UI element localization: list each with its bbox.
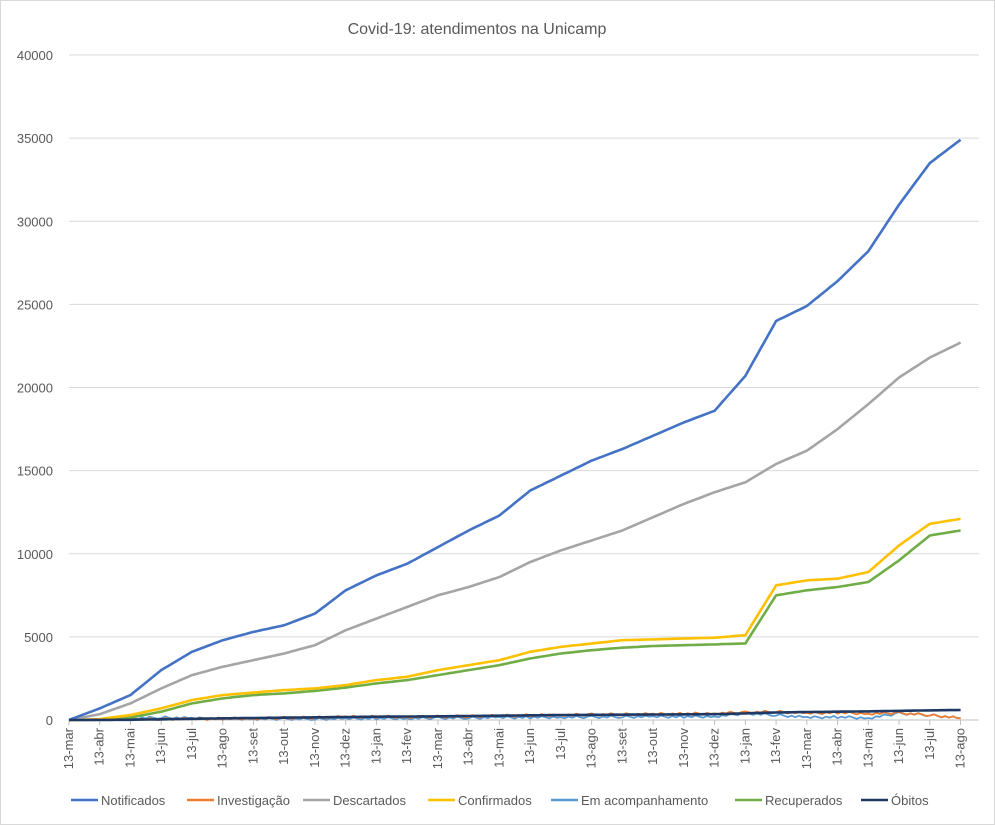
x-tick-label: 13-mai [122, 728, 137, 768]
x-tick-label: 13-mar [61, 727, 76, 769]
x-tick-label: 13-jul [553, 728, 568, 760]
x-tick-label: 13-set [245, 728, 260, 765]
legend-label: Notificados [101, 793, 166, 808]
legend-label: Investigação [217, 793, 290, 808]
y-tick-label: 35000 [17, 131, 53, 146]
x-tick-label: 13-fev [399, 728, 414, 765]
x-tick-label: 13-jan [737, 728, 752, 764]
x-tick-label: 13-abr [461, 727, 476, 765]
series-line-recuperados [69, 529, 961, 722]
x-tick-label: 13-jul [922, 728, 937, 760]
x-tick-label: 13-mar [799, 727, 814, 769]
x-tick-label: 13-abr [92, 727, 107, 765]
series-line--bitos [69, 708, 961, 722]
y-tick-label: 40000 [17, 48, 53, 63]
y-tick-label: 15000 [17, 464, 53, 479]
x-tick-label: 13-ago [584, 728, 599, 768]
y-tick-label: 0 [46, 713, 53, 728]
x-tick-label: 13-abr [830, 727, 845, 765]
x-tick-label: 13-jul [184, 728, 199, 760]
y-tick-label: 30000 [17, 214, 53, 229]
y-tick-label: 5000 [24, 630, 53, 645]
x-tick-label: 13-dez [707, 728, 722, 768]
legend-label: Confirmados [458, 793, 532, 808]
x-tick-label: 13-jun [153, 728, 168, 764]
x-tick-label: 13-mai [860, 728, 875, 768]
y-tick-label: 25000 [17, 297, 53, 312]
legend-label: Em acompanhamento [581, 793, 708, 808]
y-tick-label: 10000 [17, 547, 53, 562]
gridlines [69, 54, 979, 638]
y-axis-ticks: 0 5000 10000 15000 20000 25000 30000 35000 40000 [17, 48, 53, 728]
series-lines [68, 138, 962, 722]
x-tick-label: 13-nov [307, 728, 322, 768]
x-tick-label: 13-ago [215, 728, 230, 768]
x-tick-label: 13-out [276, 728, 291, 765]
legend-label: Descartados [333, 793, 406, 808]
series-line-notificados [68, 138, 962, 722]
x-tick-label: 13-out [645, 728, 660, 765]
series-line-descartados [68, 341, 962, 722]
chart-title: Covid-19: atendimentos na Unicamp [348, 21, 607, 38]
legend: Notificados Investigação Descartados Confir… [71, 793, 929, 808]
y-tick-label: 20000 [17, 381, 53, 396]
x-axis: 13-mar 13-abr 13-mai 13-jun 13-jul 13-ago 13-s… [61, 719, 979, 769]
x-tick-label: 13-jun [522, 728, 537, 764]
x-tick-label: 13-set [614, 728, 629, 765]
x-tick-label: 13-jun [891, 728, 906, 764]
x-tick-label: 13-ago [953, 728, 968, 768]
x-tick-label: 13-fev [768, 728, 783, 765]
x-tick-label: 13-jan [368, 728, 383, 764]
x-tick-label: 13-mar [430, 727, 445, 769]
x-tick-label: 13-mai [491, 728, 506, 768]
legend-label: Óbitos [891, 793, 929, 808]
series-line-confirmados [68, 517, 961, 722]
x-tick-label: 13-nov [676, 728, 691, 768]
x-tick-label: 13-dez [338, 728, 353, 768]
legend-label: Recuperados [765, 793, 843, 808]
